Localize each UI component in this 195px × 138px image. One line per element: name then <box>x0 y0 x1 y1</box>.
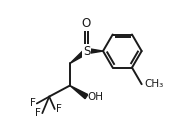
Polygon shape <box>70 49 88 63</box>
Text: O: O <box>82 17 91 30</box>
Text: CH₃: CH₃ <box>144 79 164 89</box>
Text: S: S <box>83 45 90 58</box>
Polygon shape <box>86 48 103 54</box>
Text: F: F <box>56 104 62 114</box>
Text: F: F <box>35 108 41 118</box>
Polygon shape <box>70 86 88 99</box>
Text: OH: OH <box>88 92 104 102</box>
Text: F: F <box>29 99 35 108</box>
